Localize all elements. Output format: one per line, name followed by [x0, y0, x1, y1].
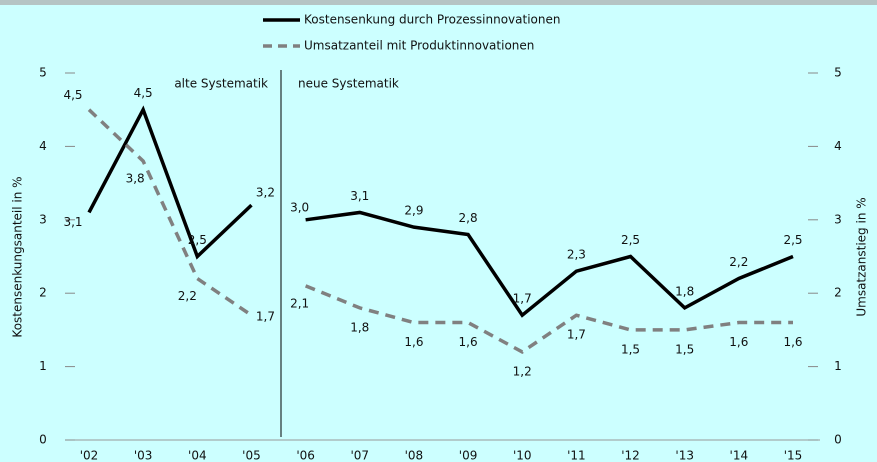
x-tick-label: '12 — [621, 449, 640, 462]
x-tick-label: '05 — [242, 449, 261, 462]
value-label: 3,2 — [256, 186, 275, 200]
value-label: 2,3 — [567, 248, 586, 262]
value-label: 3,1 — [350, 189, 369, 203]
x-tick-label: '04 — [188, 449, 207, 462]
y-tick-label: 5 — [39, 66, 47, 80]
y2-tick-label: 1 — [834, 359, 842, 373]
x-tick-label: '09 — [459, 449, 478, 462]
value-label: 1,8 — [675, 284, 694, 298]
y-tick-label: 1 — [39, 359, 47, 373]
line — [87, 105, 253, 260]
value-label: 1,2 — [513, 364, 532, 378]
value-label: 1,7 — [513, 292, 532, 306]
x-tick-label: '15 — [784, 449, 803, 462]
value-label: 1,6 — [783, 335, 802, 349]
value-label: 1,6 — [459, 335, 478, 349]
x-tick-label: '06 — [296, 449, 315, 462]
y-tick-label: 0 — [39, 433, 47, 447]
y-tick-label: 3 — [39, 212, 47, 226]
value-label: 2,5 — [783, 233, 802, 247]
value-label: 1,8 — [350, 320, 369, 334]
value-label: 2,1 — [290, 296, 309, 310]
x-tick-label: '08 — [405, 449, 424, 462]
value-label: 2,5 — [188, 233, 207, 247]
value-label: 2,9 — [404, 204, 423, 218]
top-border — [0, 0, 877, 5]
value-label: 2,2 — [729, 255, 748, 269]
line — [305, 210, 794, 318]
legend-label: Umsatzanteil mit Produktinnovationen — [304, 39, 534, 53]
value-label: 2,5 — [621, 233, 640, 247]
value-label: 1,7 — [567, 328, 586, 342]
x-tick-label: '07 — [350, 449, 369, 462]
line — [304, 284, 793, 354]
y-axis-title: Kostensenkungsanteil in % — [11, 176, 25, 337]
y-tick-label: 4 — [39, 139, 47, 153]
y2-tick-label: 4 — [834, 139, 842, 153]
y-tick-label: 2 — [39, 286, 47, 300]
x-tick-label: '03 — [134, 449, 153, 462]
x-tick-label: '11 — [567, 449, 586, 462]
x-tick-label: '02 — [80, 449, 99, 462]
y2-tick-label: 2 — [834, 286, 842, 300]
y2-axis-title: Umsatzanstieg in % — [855, 197, 869, 316]
x-tick-label: '10 — [513, 449, 532, 462]
y2-tick-label: 3 — [834, 212, 842, 226]
y2-tick-label: 0 — [834, 433, 842, 447]
value-label: 2,2 — [178, 289, 197, 303]
annotation: alte Systematik — [174, 77, 268, 91]
annotation: neue Systematik — [298, 77, 399, 91]
value-label: 1,7 — [256, 310, 275, 324]
value-label: 1,5 — [621, 342, 640, 356]
value-label: 3,1 — [63, 215, 82, 229]
x-tick-label: '13 — [675, 449, 694, 462]
value-label: 1,6 — [404, 335, 423, 349]
value-label: 3,8 — [126, 172, 145, 186]
x-tick-label: '14 — [730, 449, 749, 462]
legend-label: Kostensenkung durch Prozessinnovationen — [304, 13, 560, 27]
value-label: 4,5 — [63, 88, 82, 102]
value-label: 3,0 — [290, 200, 309, 214]
value-label: 4,5 — [134, 86, 153, 100]
line — [87, 108, 253, 317]
value-label: 1,6 — [729, 335, 748, 349]
value-label: 1,5 — [675, 342, 694, 356]
value-label: 2,8 — [459, 211, 478, 225]
y2-tick-label: 5 — [834, 66, 842, 80]
